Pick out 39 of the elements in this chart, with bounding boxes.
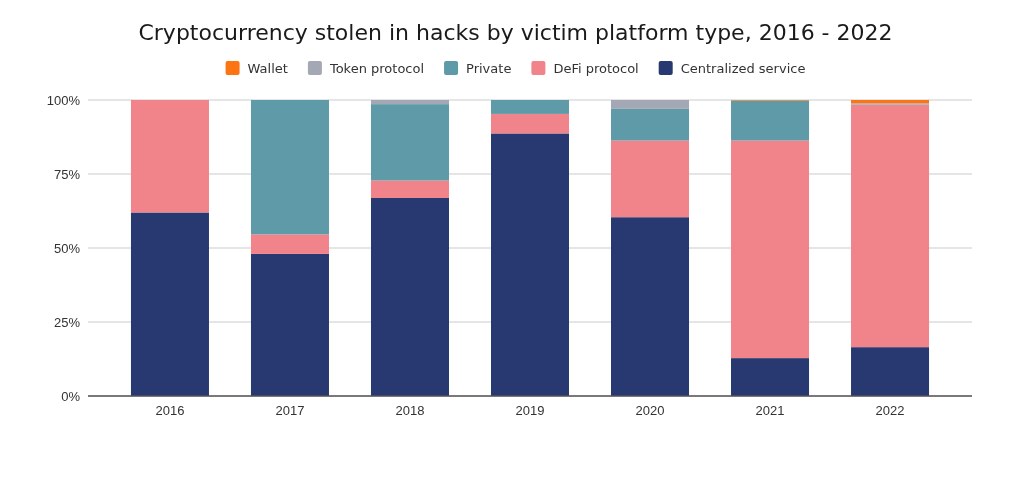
y-tick-label: 0% [61, 388, 81, 404]
y-tick-label: 25% [53, 314, 81, 330]
x-tick-label: 2022 [875, 403, 905, 419]
bar [370, 104, 449, 181]
y-tick-label: 50% [53, 240, 81, 256]
y-tick-label: 100% [46, 92, 81, 108]
legend-label: Wallet [247, 61, 288, 76]
bar [250, 100, 329, 235]
bar [611, 108, 690, 141]
bar [731, 358, 810, 396]
x-tick-label: 2021 [755, 403, 785, 419]
bar [731, 140, 810, 359]
bar [370, 180, 449, 198]
x-tick-label: 2019 [515, 403, 545, 419]
bar [370, 100, 449, 105]
bar [370, 197, 449, 396]
x-tick-label: 2016 [155, 403, 185, 419]
x-tick-label: 2017 [275, 403, 305, 419]
bar [611, 140, 690, 218]
bar [491, 133, 569, 396]
x-tick-label: 2020 [635, 403, 665, 419]
y-tick-label: 75% [53, 166, 81, 182]
bar [851, 347, 930, 396]
legend-label: Centralized service [680, 61, 806, 76]
bar [611, 217, 690, 396]
bar [731, 100, 810, 141]
x-tick-label: 2018 [395, 403, 425, 419]
bar [611, 100, 690, 109]
legend-label: Private [466, 61, 512, 76]
bar [130, 100, 209, 213]
bar [250, 234, 329, 254]
bar [851, 104, 930, 348]
bar [491, 100, 569, 114]
chart-title: Cryptocurrency stolen in hacks by victim platform type, 2016 - 2022 [138, 20, 893, 45]
legend-label: Token protocol [328, 61, 425, 76]
bar [130, 212, 209, 396]
bar [250, 253, 329, 396]
bar [491, 113, 569, 134]
legend-label: DeFi protocol [553, 61, 639, 76]
